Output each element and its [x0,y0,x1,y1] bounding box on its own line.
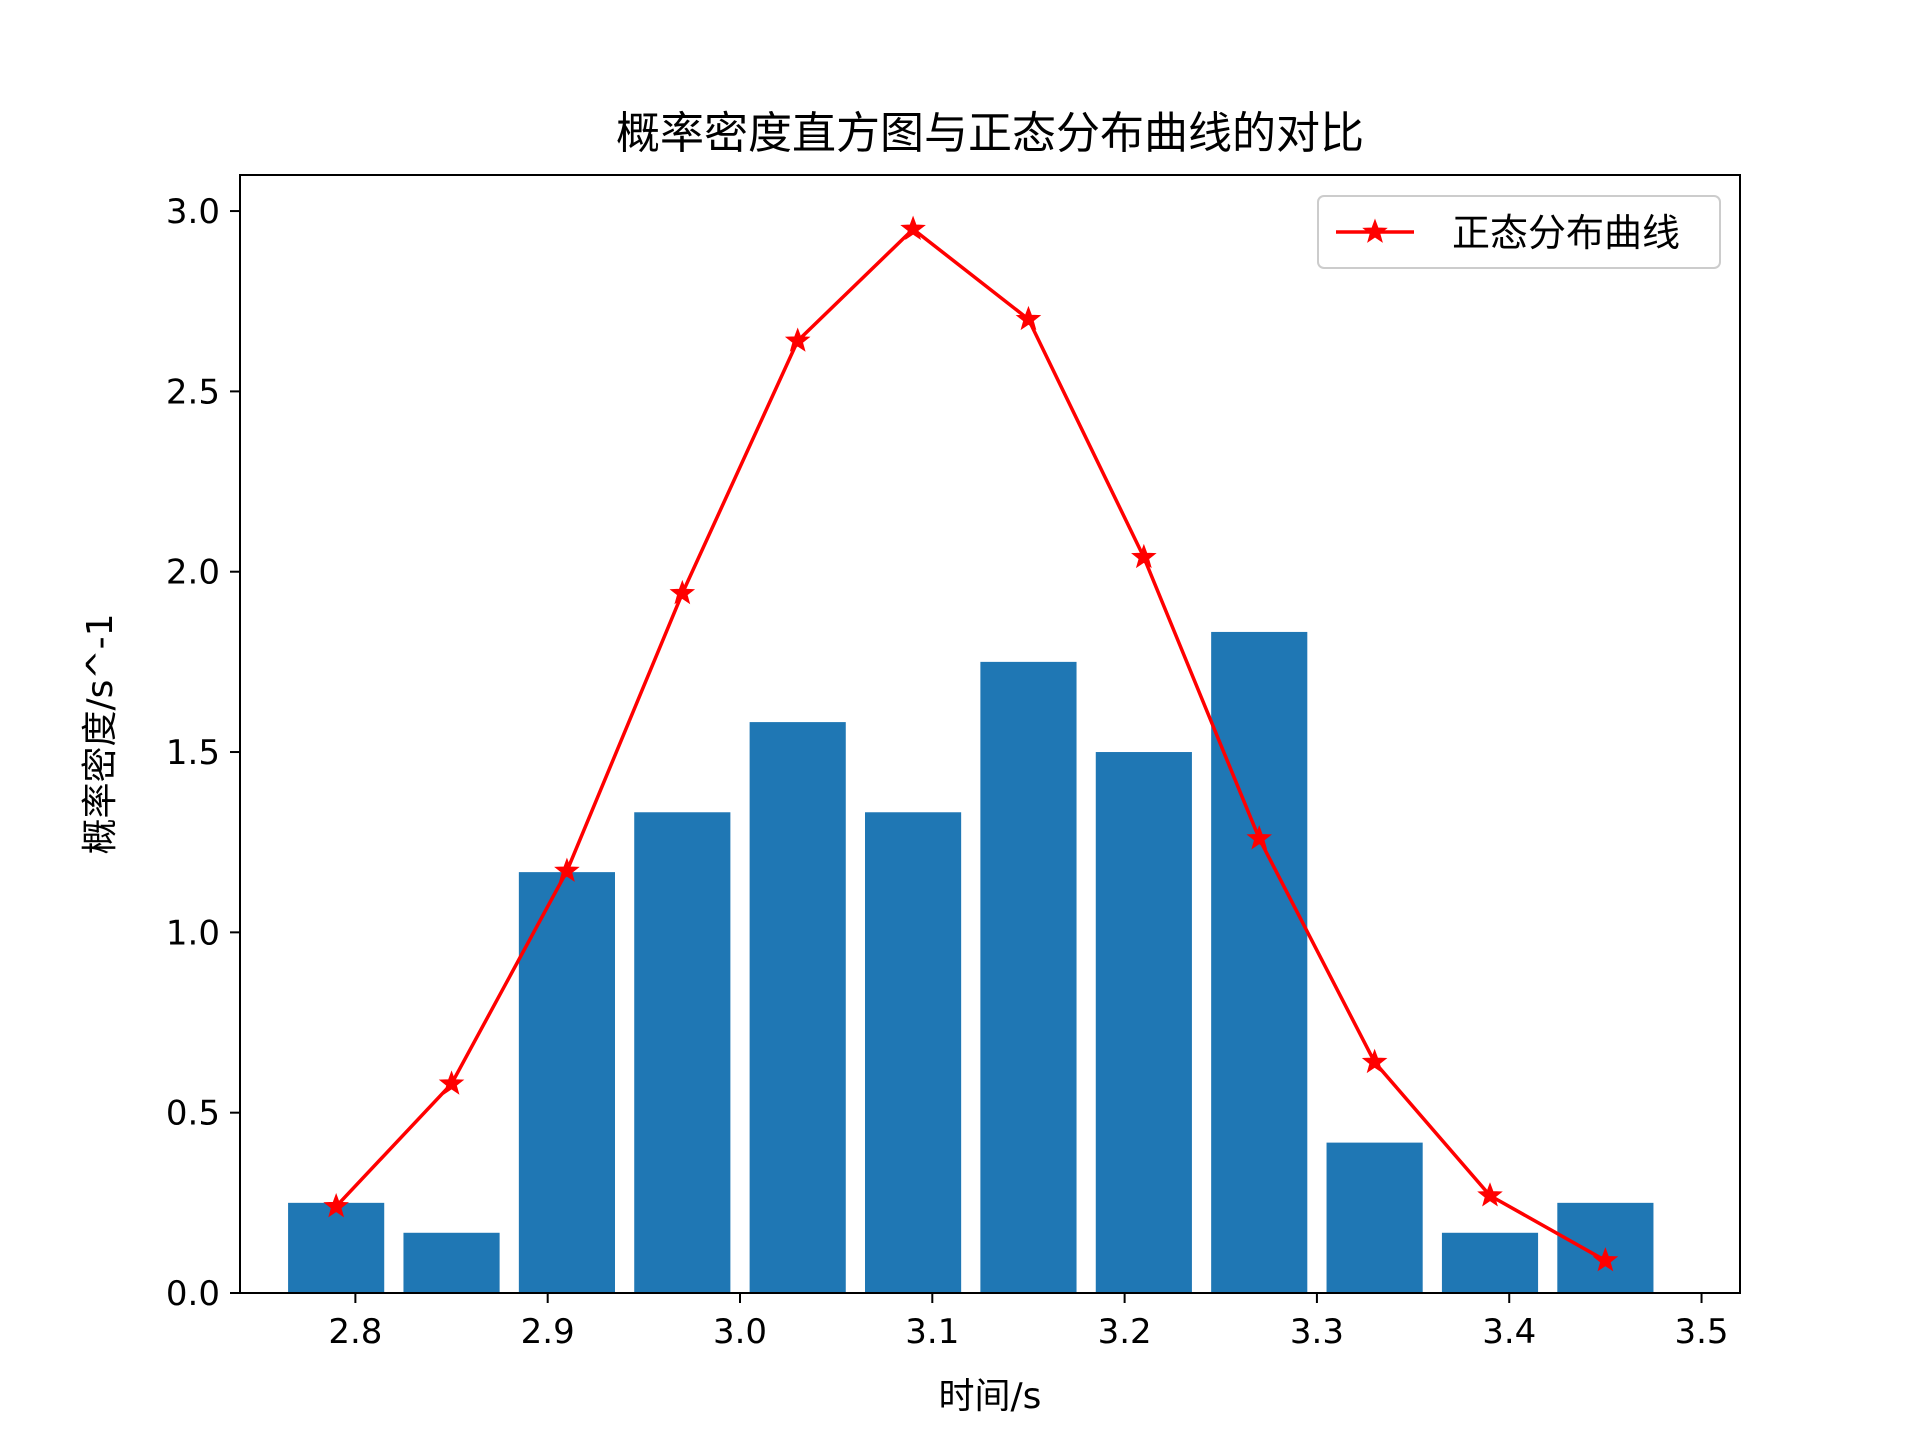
y-tick-label: 1.5 [166,733,220,773]
legend: 正态分布曲线 [1317,195,1721,269]
x-tick-label: 3.1 [905,1312,959,1352]
histogram-bar [1326,1142,1423,1293]
x-tick-label: 3.0 [713,1312,767,1352]
normal-curve-point [784,327,811,352]
bars-layer [288,631,1654,1293]
x-tick-label: 3.3 [1290,1312,1344,1352]
histogram-bar [1211,631,1308,1293]
legend-star-marker-icon [1362,218,1388,243]
legend-box [1317,195,1721,269]
histogram-bar [403,1232,500,1293]
y-tick-label: 0.0 [166,1274,220,1314]
histogram-bar [1095,752,1192,1293]
y-tick-label: 1.0 [166,913,220,953]
normal-curve-point [554,857,580,882]
x-tick-label: 3.4 [1482,1312,1536,1352]
x-tick-label: 2.8 [328,1312,382,1352]
normal-curve-point [1131,543,1157,569]
x-axis-label: 时间/s [939,1376,1042,1417]
normal-curve-point [900,215,926,240]
normal-curve-point [323,1193,349,1218]
plot-frame [239,174,1741,1294]
x-tick-label: 3.5 [1674,1312,1728,1352]
line-layer [323,215,1619,1272]
histogram-bar [865,812,962,1293]
chart-title: 概率密度直方图与正态分布曲线的对比 [616,108,1364,159]
histogram-bar [1441,1232,1539,1293]
y-tick-label: 2.0 [166,553,220,593]
y-tick-label: 3.0 [166,192,220,232]
normal-curve-point [1246,825,1273,850]
normal-curve-point [669,579,696,605]
y-axis: 0.0 0.5 1.0 1.5 2.0 2.5 3.0 [166,192,240,1314]
normal-curve-point [1592,1247,1619,1272]
normal-curve-point [1477,1182,1503,1207]
y-axis-label: 概率密度/s^-1 [80,614,121,855]
histogram-bar [518,872,615,1293]
y-tick-label: 0.5 [166,1094,220,1134]
normal-curve-point [1015,305,1042,331]
normal-curve-point [1361,1048,1388,1074]
legend-label-normal-curve: 正态分布曲线 [1452,211,1680,255]
legend-star-marker [1362,218,1388,243]
normal-curve-line [334,227,1607,1263]
y-tick-label: 2.5 [166,372,220,412]
histogram-bar [980,661,1077,1293]
histogram-bar [288,1202,385,1293]
histogram-bar [749,722,846,1293]
x-tick-label: 2.9 [521,1312,575,1352]
x-tick-label: 3.2 [1098,1312,1152,1352]
x-axis: 2.8 2.9 3.0 3.1 3.2 3.3 3.4 3.5 [328,1293,1729,1352]
normal-curve-point [438,1070,465,1095]
histogram-bar [634,812,731,1293]
